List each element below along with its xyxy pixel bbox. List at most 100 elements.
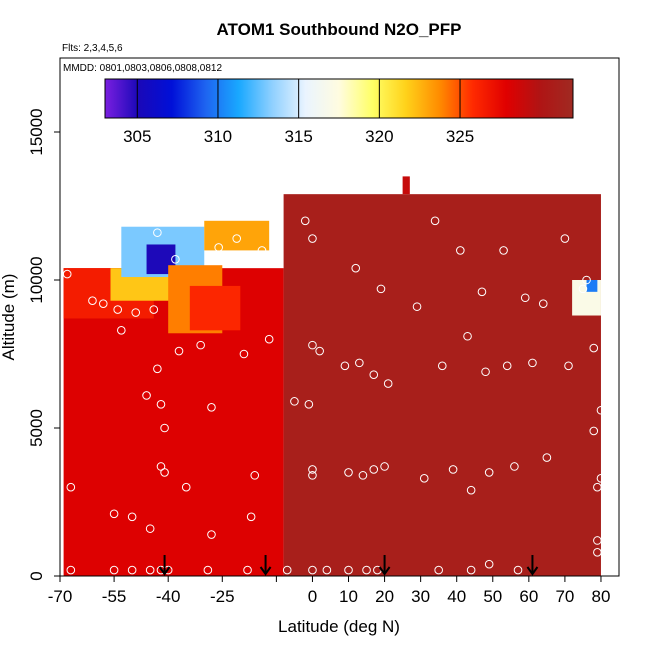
sample-point <box>437 361 447 371</box>
heatmap-region <box>586 280 598 292</box>
x-tick-label: 0 <box>308 587 317 606</box>
sample-point <box>66 565 76 575</box>
colorbar-tick-label: 320 <box>365 127 393 146</box>
colorbar-tick-label: 310 <box>204 127 232 146</box>
sample-point <box>66 482 76 492</box>
sample-point <box>243 565 252 575</box>
sample-point <box>308 340 317 350</box>
x-axis: -70 -55 -40 -25 0 10 20 30 40 50 60 70 80 <box>48 576 611 606</box>
x-tick-label: 20 <box>375 587 394 606</box>
y-tick-label: 0 <box>27 571 46 580</box>
plot-frame <box>59 57 620 577</box>
sample-point <box>290 397 299 406</box>
sample-point <box>300 216 310 226</box>
x-tick-label: 40 <box>447 587 466 606</box>
x-tick-label: 10 <box>339 587 358 606</box>
sample-point <box>376 284 386 294</box>
sample-point <box>174 346 184 356</box>
sample-point <box>214 243 223 252</box>
sample-point <box>340 361 350 371</box>
profile-arrows <box>158 555 539 576</box>
sample-point <box>419 474 429 483</box>
sample-point <box>127 565 137 575</box>
y-tick-label: 15000 <box>27 108 46 155</box>
y-axis-label: Altitude (m) <box>0 274 18 361</box>
sample-point <box>156 400 166 409</box>
sample-point <box>434 565 443 575</box>
sample-point <box>308 471 317 480</box>
sample-point <box>232 234 242 243</box>
sample-point <box>308 465 317 474</box>
sample-point <box>448 465 458 474</box>
sample-point <box>560 234 570 243</box>
sample-points <box>62 216 606 575</box>
x-tick-label: 60 <box>519 587 538 606</box>
sample-point <box>171 254 180 264</box>
colorbar-gradient <box>104 78 574 119</box>
sample-point <box>520 293 530 303</box>
chart-title: ATOM1 Southbound N2O_PFP <box>217 20 462 39</box>
heatmap-region <box>189 285 241 331</box>
colorbar-tick-label: 305 <box>123 127 151 146</box>
sample-point <box>380 462 389 471</box>
sample-point <box>589 343 599 353</box>
sample-point <box>308 565 317 575</box>
sample-point <box>510 462 519 471</box>
sample-point <box>117 326 126 335</box>
sample-point <box>481 367 490 377</box>
sample-point <box>358 471 368 480</box>
sample-point <box>466 485 476 495</box>
sample-point <box>203 565 213 575</box>
x-tick-label: -25 <box>210 587 235 606</box>
heatmap-field <box>63 176 601 576</box>
sample-point <box>362 565 371 575</box>
x-tick-label: 50 <box>483 587 502 606</box>
x-tick-label: 80 <box>592 587 611 606</box>
x-axis-label: Latitude (deg N) <box>278 617 400 636</box>
sample-point <box>412 302 422 311</box>
sample-point <box>499 246 508 255</box>
sample-point <box>196 340 205 350</box>
x-tick-label: -40 <box>156 587 181 606</box>
sample-point <box>109 565 119 575</box>
colorbar-ticks: 305 310 315 320 325 <box>123 79 474 146</box>
x-tick-label: 70 <box>555 587 574 606</box>
sample-point <box>344 565 353 575</box>
colorbar-tick-label: 315 <box>284 127 312 146</box>
sample-point <box>160 468 169 477</box>
heatmap-region <box>283 194 601 576</box>
sample-point <box>145 565 155 575</box>
sample-point <box>502 361 512 371</box>
flights-label: Flts: 2,3,4,5,6 <box>62 43 123 54</box>
sample-point <box>109 509 119 519</box>
sample-point <box>369 465 379 474</box>
sample-point <box>578 284 588 294</box>
sample-point <box>62 269 72 279</box>
sample-point <box>153 364 162 374</box>
sample-point <box>207 402 216 412</box>
sample-point <box>542 453 552 462</box>
sample-point <box>250 471 260 480</box>
sample-point <box>257 246 267 255</box>
y-axis: 0 5000 10000 15000 <box>27 108 60 581</box>
y-tick-label: 10000 <box>27 256 46 303</box>
sample-point <box>153 228 162 237</box>
sample-point <box>593 536 602 545</box>
profile-arrow <box>259 555 272 576</box>
sample-point <box>484 468 494 477</box>
sample-point <box>282 565 292 575</box>
sample-point <box>239 349 249 359</box>
sample-point <box>369 370 379 380</box>
plot-area <box>60 58 619 576</box>
sample-point <box>582 275 591 285</box>
colorbar: 305 310 315 320 325 <box>104 78 574 146</box>
sample-point <box>207 530 216 539</box>
sample-point <box>344 468 353 477</box>
x-tick-label: -70 <box>48 587 73 606</box>
sample-point <box>593 548 602 557</box>
profile-arrow <box>378 555 391 576</box>
heatmap-region <box>204 220 270 251</box>
sample-point <box>322 565 332 575</box>
sample-point <box>127 512 137 522</box>
